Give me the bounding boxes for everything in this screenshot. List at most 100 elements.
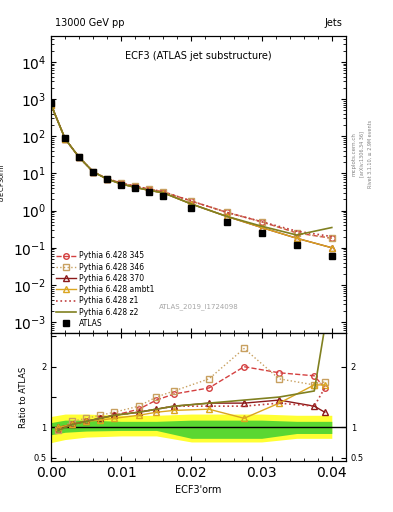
Pythia 6.428 370	[63, 136, 68, 142]
Pythia 6.428 370	[49, 102, 53, 108]
Line: Pythia 6.428 ambt1: Pythia 6.428 ambt1	[48, 102, 334, 250]
ATLAS	[49, 99, 53, 105]
Pythia 6.428 ambt1	[133, 184, 138, 190]
Pythia 6.428 z2	[63, 136, 68, 142]
Pythia 6.428 346	[133, 183, 138, 189]
Line: Pythia 6.428 345: Pythia 6.428 345	[48, 102, 334, 241]
Text: ATLAS_2019_I1724098: ATLAS_2019_I1724098	[159, 303, 238, 310]
Pythia 6.428 z2	[105, 176, 110, 182]
Pythia 6.428 ambt1	[161, 190, 166, 196]
Pythia 6.428 z1	[224, 209, 229, 216]
Pythia 6.428 z1	[294, 228, 299, 234]
Pythia 6.428 345	[105, 176, 110, 182]
Pythia 6.428 z1	[49, 102, 53, 108]
Pythia 6.428 346	[77, 154, 81, 160]
Pythia 6.428 345	[147, 186, 152, 192]
X-axis label: ECF3'orm: ECF3'orm	[175, 485, 222, 495]
Pythia 6.428 345	[161, 189, 166, 195]
Y-axis label: Ratio to ATLAS: Ratio to ATLAS	[18, 367, 28, 428]
Pythia 6.428 346	[119, 180, 124, 186]
Pythia 6.428 z2	[91, 169, 95, 175]
ATLAS	[329, 253, 334, 259]
Pythia 6.428 z2	[119, 181, 124, 187]
Text: [arXiv:1306.34 36]: [arXiv:1306.34 36]	[360, 131, 365, 177]
Pythia 6.428 345	[91, 169, 95, 175]
ATLAS	[189, 205, 194, 211]
Pythia 6.428 345	[189, 198, 194, 204]
Pythia 6.428 370	[105, 176, 110, 182]
ATLAS	[105, 176, 110, 182]
Pythia 6.428 z1	[105, 176, 110, 182]
ATLAS	[63, 135, 68, 141]
Pythia 6.428 345	[294, 230, 299, 236]
Pythia 6.428 370	[91, 169, 95, 175]
Pythia 6.428 345	[329, 235, 334, 241]
Pythia 6.428 z2	[161, 190, 166, 196]
Pythia 6.428 ambt1	[49, 102, 53, 108]
Pythia 6.428 z2	[77, 154, 81, 160]
Pythia 6.428 345	[133, 183, 138, 189]
Pythia 6.428 370	[294, 235, 299, 241]
Text: Jets: Jets	[324, 18, 342, 28]
Pythia 6.428 ambt1	[329, 245, 334, 251]
Pythia 6.428 346	[329, 235, 334, 241]
Text: ECF3 (ATLAS jet substructure): ECF3 (ATLAS jet substructure)	[125, 51, 272, 61]
ATLAS	[161, 193, 166, 199]
Pythia 6.428 ambt1	[294, 235, 299, 241]
Pythia 6.428 370	[259, 224, 264, 230]
Pythia 6.428 346	[49, 102, 53, 108]
Pythia 6.428 346	[147, 186, 152, 192]
Legend: Pythia 6.428 345, Pythia 6.428 346, Pythia 6.428 370, Pythia 6.428 ambt1, Pythia: Pythia 6.428 345, Pythia 6.428 346, Pyth…	[53, 248, 158, 331]
Pythia 6.428 346	[161, 189, 166, 195]
Pythia 6.428 z1	[161, 189, 166, 195]
Line: Pythia 6.428 z1: Pythia 6.428 z1	[51, 105, 332, 237]
Pythia 6.428 346	[294, 230, 299, 236]
Pythia 6.428 370	[133, 184, 138, 190]
Pythia 6.428 ambt1	[189, 201, 194, 207]
Pythia 6.428 z2	[49, 102, 53, 108]
Text: mcplots.cern.ch: mcplots.cern.ch	[352, 132, 357, 176]
Line: Pythia 6.428 346: Pythia 6.428 346	[48, 102, 334, 241]
Pythia 6.428 345	[259, 219, 264, 225]
Pythia 6.428 345	[63, 136, 68, 142]
Y-axis label: $\frac{1}{\sigma}\frac{d\sigma}{d\,\mathrm{ECF3\'orm}}$: $\frac{1}{\sigma}\frac{d\sigma}{d\,\math…	[0, 163, 7, 206]
ATLAS	[259, 230, 264, 236]
Pythia 6.428 z1	[259, 219, 264, 225]
Line: Pythia 6.428 z2: Pythia 6.428 z2	[51, 105, 332, 235]
Pythia 6.428 z1	[147, 186, 152, 192]
Pythia 6.428 345	[49, 102, 53, 108]
Pythia 6.428 370	[147, 187, 152, 194]
Pythia 6.428 ambt1	[77, 154, 81, 160]
Pythia 6.428 346	[105, 176, 110, 182]
Pythia 6.428 z1	[119, 180, 124, 186]
Pythia 6.428 345	[77, 154, 81, 160]
Pythia 6.428 370	[77, 154, 81, 160]
Pythia 6.428 ambt1	[224, 214, 229, 220]
Pythia 6.428 z1	[63, 136, 68, 142]
Pythia 6.428 z2	[189, 201, 194, 207]
Line: Pythia 6.428 370: Pythia 6.428 370	[48, 102, 334, 250]
Pythia 6.428 ambt1	[91, 169, 95, 175]
Pythia 6.428 346	[224, 209, 229, 216]
Pythia 6.428 z2	[259, 223, 264, 229]
Line: ATLAS: ATLAS	[48, 100, 334, 259]
Pythia 6.428 346	[63, 136, 68, 142]
Pythia 6.428 z1	[189, 198, 194, 204]
ATLAS	[91, 169, 95, 175]
Pythia 6.428 ambt1	[63, 136, 68, 142]
Pythia 6.428 z2	[294, 232, 299, 238]
Pythia 6.428 345	[119, 180, 124, 186]
ATLAS	[224, 219, 229, 225]
Pythia 6.428 345	[224, 209, 229, 216]
Pythia 6.428 ambt1	[147, 187, 152, 194]
Pythia 6.428 z2	[224, 214, 229, 220]
Text: 13000 GeV pp: 13000 GeV pp	[55, 18, 125, 28]
Pythia 6.428 346	[91, 169, 95, 175]
Pythia 6.428 370	[161, 190, 166, 196]
ATLAS	[119, 181, 124, 187]
Pythia 6.428 ambt1	[119, 181, 124, 187]
Pythia 6.428 z2	[133, 184, 138, 190]
Pythia 6.428 370	[329, 245, 334, 251]
Pythia 6.428 z1	[329, 233, 334, 240]
ATLAS	[133, 185, 138, 191]
